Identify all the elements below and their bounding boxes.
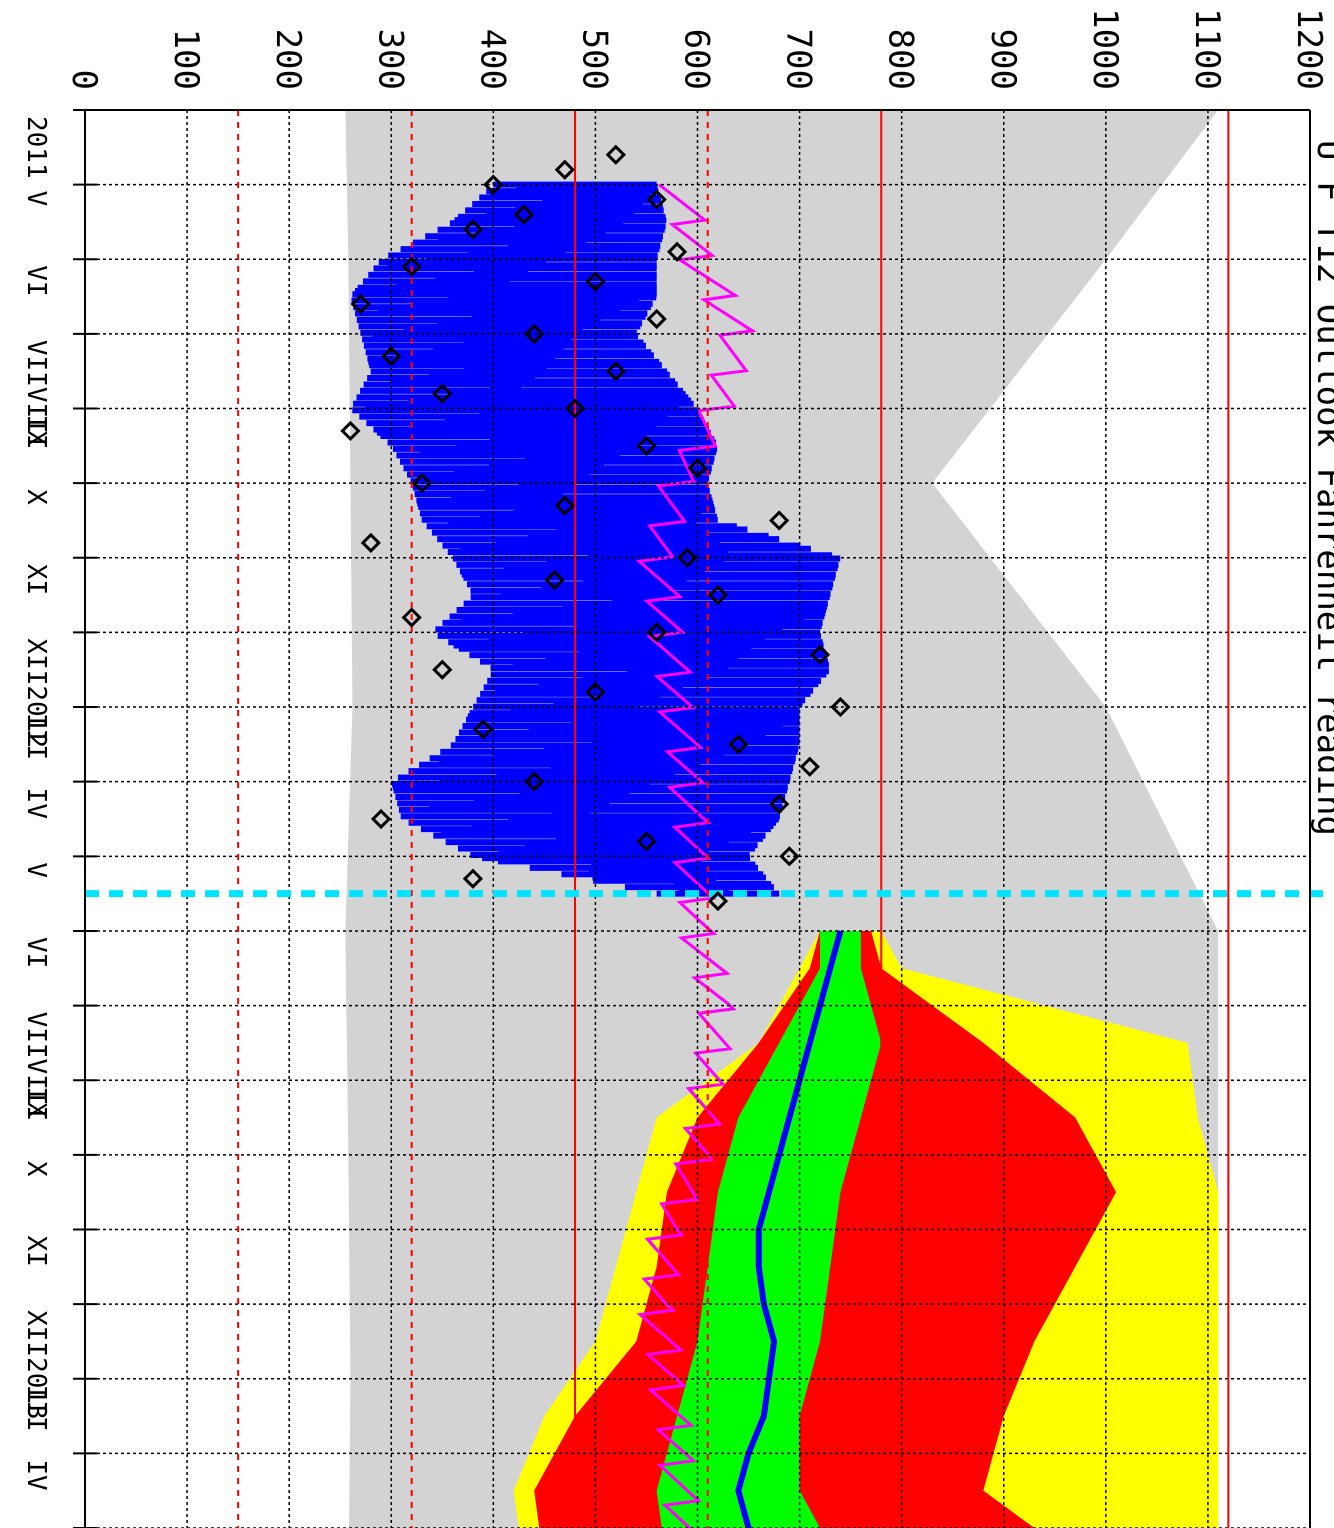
observation-marker (564, 398, 586, 419)
time-tick-label: V (21, 862, 51, 878)
value-tick-label: 600 (677, 29, 717, 90)
value-tick-label: 1000 (1085, 8, 1125, 90)
observation-marker (677, 547, 698, 568)
value-tick-label: 300 (370, 29, 410, 90)
observation-marker (401, 607, 422, 628)
observation-marker (360, 532, 381, 553)
observation-marker (370, 808, 392, 830)
grid-layer (84, 109, 1311, 1528)
observation-marker (513, 204, 535, 225)
observation-marker (473, 719, 494, 740)
time-tick-label: VI (21, 265, 51, 296)
time-tick-label: VIIVIII (21, 1012, 51, 1122)
value-tick-label: 800 (881, 29, 921, 90)
observation-markers-layer (340, 144, 851, 912)
observation-marker (646, 622, 667, 643)
value-tick-label: 100 (166, 29, 206, 90)
observation-marker (554, 495, 575, 516)
observation-marker (483, 174, 504, 195)
observation-marker (554, 159, 575, 180)
observation-marker (462, 868, 484, 889)
value-tick-label: 200 (268, 29, 308, 90)
observation-marker (799, 756, 820, 777)
time-tick-label: VIIVIII (21, 340, 51, 450)
time-tick-label: X (21, 489, 51, 505)
observation-marker (462, 219, 484, 240)
axes-layer (73, 109, 1311, 1528)
time-tick-label: IV (21, 1459, 51, 1490)
time-tick-label: X (21, 1161, 51, 1177)
value-tick-label: 400 (472, 29, 512, 90)
observation-marker (687, 458, 708, 479)
tick-labels-layer: 0 100 200 300 400 500 600 700 800 900 1000 1100 1200… (21, 8, 1334, 1491)
time-tick-label: IX (21, 1086, 51, 1118)
observation-marker (769, 510, 790, 531)
observation-marker (432, 383, 453, 404)
observation-marker (585, 682, 606, 703)
observation-marker (381, 346, 402, 367)
time-tick-label: V (21, 191, 51, 207)
observation-marker (728, 734, 749, 755)
observation-marker (646, 308, 667, 330)
value-tick-label: 0 (64, 70, 104, 90)
value-tick-label: 1200 (1289, 8, 1329, 90)
observation-marker (350, 293, 371, 315)
value-tick-label: 1100 (1187, 8, 1227, 90)
observation-marker (707, 890, 729, 912)
reference-lines-layer (85, 110, 1330, 1528)
time-tick-label: XI (21, 1235, 51, 1266)
time-tick-label: III (21, 713, 51, 760)
observation-marker (830, 696, 851, 718)
chart-header-partial: U F T12 Outlook Fahrenheit reading (1309, 140, 1334, 836)
observation-marker (340, 420, 361, 442)
time-tick-label: III (21, 1385, 51, 1432)
value-tick-label: 900 (983, 29, 1023, 90)
time-tick-label: IX (21, 415, 51, 447)
observation-marker (636, 435, 657, 456)
time-tick-label: XII2013 (21, 1310, 51, 1420)
observation-marker (666, 241, 688, 262)
time-tick-label: VI (21, 937, 51, 968)
observation-marker (432, 659, 453, 680)
observation-marker (636, 831, 657, 852)
observation-marker (605, 361, 626, 382)
value-tick-label: 500 (574, 29, 614, 90)
time-tick-label: XI (21, 564, 51, 595)
observation-marker (524, 771, 545, 792)
time-tick-label: 2011 (21, 116, 51, 179)
observation-marker (809, 644, 831, 665)
time-tick-label: IV (21, 788, 51, 819)
observation-marker (707, 584, 729, 606)
observation-marker (769, 793, 790, 815)
observation-marker (401, 256, 422, 277)
observation-marker (585, 271, 606, 292)
observation-marker (411, 473, 432, 494)
observation-marker (779, 846, 800, 867)
observation-marker (605, 144, 626, 165)
observation-marker (646, 189, 667, 210)
value-tick-label: 700 (779, 29, 819, 90)
observation-marker (544, 570, 565, 591)
observation-marker (524, 323, 545, 345)
forecast-median-line (735, 930, 844, 1528)
time-tick-label: XII2012 (21, 638, 51, 748)
